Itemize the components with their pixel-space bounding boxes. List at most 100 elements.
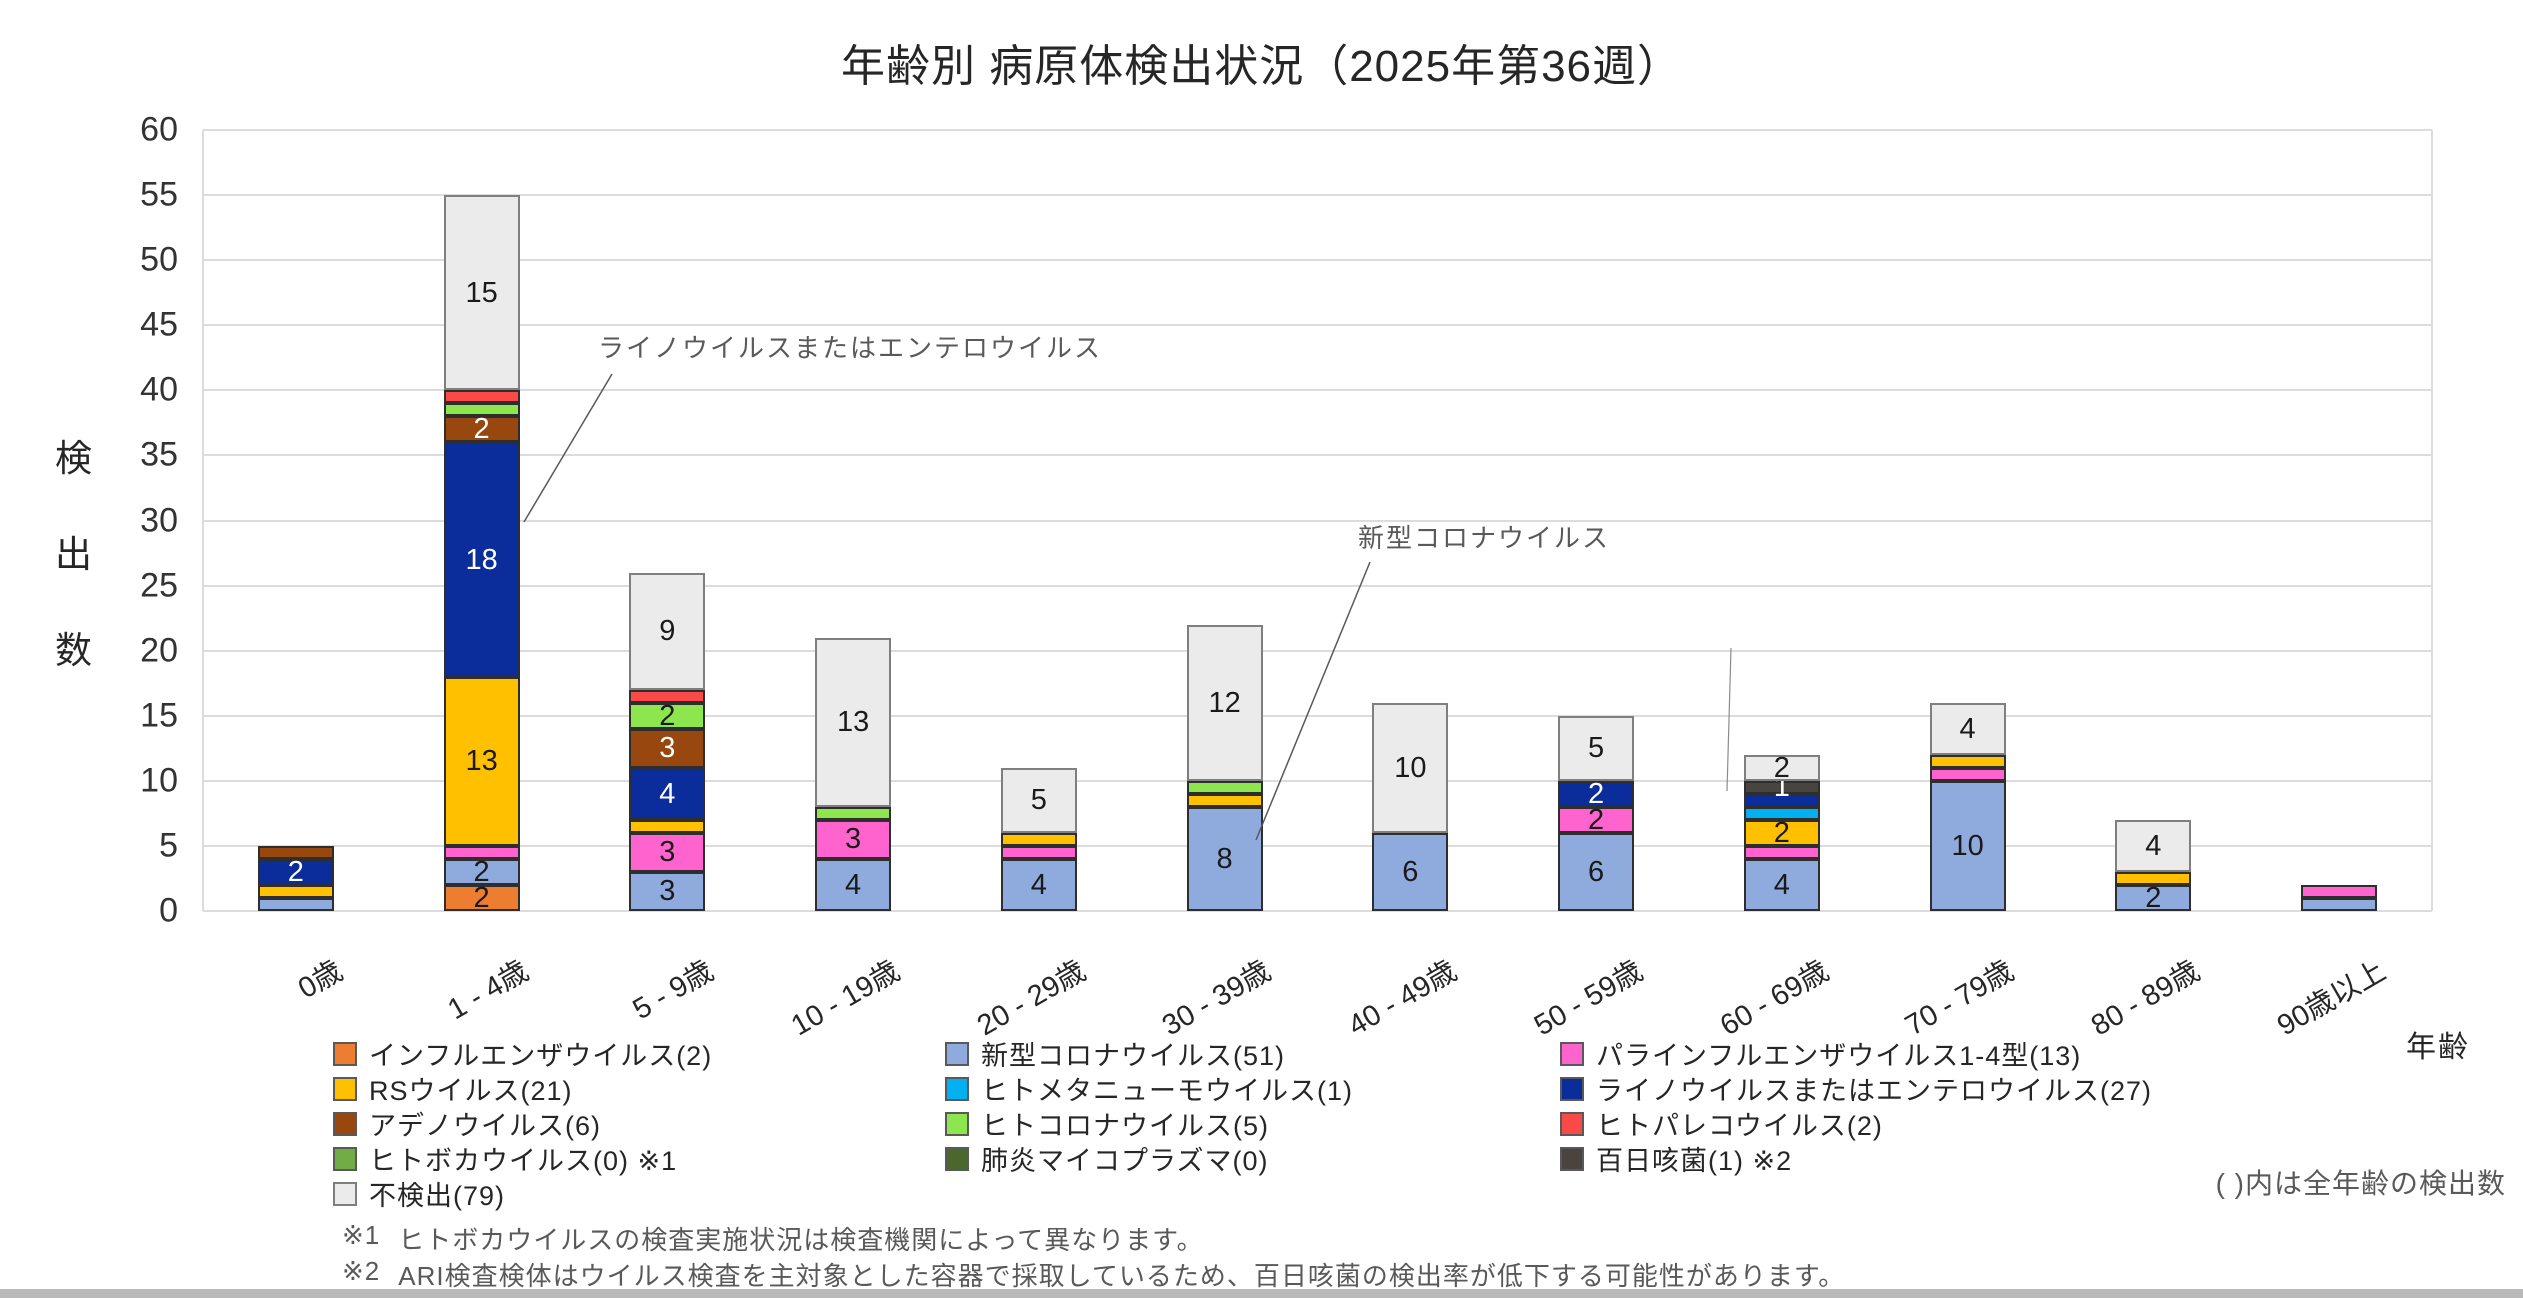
y-tick-label: 0 xyxy=(159,891,178,930)
bar-segment-hcov xyxy=(443,403,520,417)
x-tick-label-0: 0歳 xyxy=(292,954,348,1006)
bar-segment-rs xyxy=(1186,793,1263,807)
bar-segment-rs xyxy=(1000,832,1077,846)
legend-swatch-mycoplasma xyxy=(945,1146,969,1171)
bar-segment-rs xyxy=(629,819,706,833)
legend-item-label: ヒトコロナウイルス(5) xyxy=(981,1111,1269,1141)
bar-segment-parainfluenza xyxy=(1000,845,1077,859)
x-tick-label-8: 60 - 69歳 xyxy=(1714,954,1834,1043)
gridline-horizontal xyxy=(203,324,2432,327)
footnote-2-marker: ※2 xyxy=(342,1256,381,1286)
legend-item-mycoplasma: 肺炎マイコプラズマ(0) xyxy=(945,1141,1353,1176)
bar-segment-undetected: 5 xyxy=(1558,715,1635,781)
legend-item-label: インフルエンザウイルス(2) xyxy=(369,1041,713,1071)
y-tick-label: 50 xyxy=(140,240,178,279)
bar-segment-parainfluenza: 2 xyxy=(1558,805,1635,834)
y-axis-title-char: 検 xyxy=(55,438,92,479)
bar-segment-influenza: 2 xyxy=(443,883,520,912)
legend-item-label: 百日咳菌(1) ※2 xyxy=(1596,1146,1793,1176)
bar-segment-adeno: 2 xyxy=(443,415,520,444)
legend-swatch-parecho xyxy=(1560,1111,1584,1136)
bar-segment-adeno: 3 xyxy=(629,728,706,768)
x-tick-label-5: 30 - 39歳 xyxy=(1157,954,1277,1043)
gridline-horizontal xyxy=(203,584,2432,587)
legend-item-parecho: ヒトパレコウイルス(2) xyxy=(1560,1106,2152,1141)
bar-segment-undetected: 12 xyxy=(1186,624,1263,781)
leader-line-rhino xyxy=(523,373,613,523)
legend-item-label: ヒトメタニューモウイルス(1) xyxy=(981,1076,1353,1106)
bar-segment-rs: 13 xyxy=(443,676,520,846)
y-tick-label: 60 xyxy=(140,110,178,149)
legend-swatch-rhino xyxy=(1560,1076,1584,1101)
bar-segment-covid: 6 xyxy=(1558,832,1635,911)
x-tick-label-3: 10 - 19歳 xyxy=(785,954,906,1043)
legend-item-label: ヒトボカウイルス(0) ※1 xyxy=(369,1146,678,1176)
bar-segment-undetected: 2 xyxy=(1743,753,1820,782)
legend-item-undetected: 不検出(79) xyxy=(333,1176,712,1211)
legend-swatch-undetected xyxy=(333,1181,357,1206)
x-tick-label-9: 70 - 79歳 xyxy=(1900,954,2020,1043)
y-tick-label: 40 xyxy=(140,370,178,409)
footnote-1-marker: ※1 xyxy=(342,1220,381,1250)
legend-swatch-hcov xyxy=(945,1111,969,1136)
legend-column-3: パラインフルエンザウイルス1-4型(13) ライノウイルスまたはエンテロウイルス(… xyxy=(1560,1036,2152,1176)
footnote-1-text: ヒトボカウイルスの検査実施状況は検査機関によって異なります。 xyxy=(398,1225,1204,1255)
y-axis-title-char: 出 xyxy=(55,534,92,575)
legend-column-1: インフルエンザウイルス(2) RSウイルス(21) アデノウイルス(6) ヒトボカウイ… xyxy=(333,1036,712,1211)
y-tick-label: 5 xyxy=(159,826,178,865)
bar-segment-parainfluenza xyxy=(443,845,520,859)
bar-segment-parainfluenza xyxy=(1743,845,1820,859)
bar-segment-covid: 4 xyxy=(1743,858,1820,911)
x-tick-label-7: 50 - 59歳 xyxy=(1528,954,1649,1043)
bar-segment-covid: 4 xyxy=(1000,858,1077,911)
bar-segment-hcov xyxy=(815,806,892,820)
chart-title: 年齢別 病原体検出状況（2025年第36週） xyxy=(840,42,1683,91)
bar-segment-undetected: 15 xyxy=(443,195,520,391)
bar-segment-parainfluenza: 3 xyxy=(629,832,706,872)
annotation-rhino-entero: ライノウイルスまたはエンテロウイルス xyxy=(598,333,1103,363)
legend-swatch-covid xyxy=(945,1041,969,1066)
y-axis-title-char: 数 xyxy=(55,630,92,671)
legend-item-rhino: ライノウイルスまたはエンテロウイルス(27) xyxy=(1560,1071,2152,1106)
bar-segment-parecho xyxy=(443,390,520,404)
y-tick-label: 10 xyxy=(140,761,178,800)
gridline-horizontal xyxy=(203,519,2432,522)
gridline-vertical xyxy=(202,130,204,911)
bar-segment-rs xyxy=(2115,871,2192,885)
bar-segment-rhino xyxy=(1743,793,1820,807)
gridline-horizontal xyxy=(203,259,2432,262)
legend-swatch-pertussis xyxy=(1560,1146,1584,1171)
x-tick-label-6: 40 - 49歳 xyxy=(1343,954,1463,1043)
gridline-horizontal xyxy=(203,910,2432,912)
bar-segment-covid xyxy=(2301,897,2378,911)
footnote-2-text: ARI検査検体はウイルス検査を主対象とした容器で採取しているため、百日咳菌の検出… xyxy=(398,1261,1846,1291)
bar-segment-undetected: 4 xyxy=(1929,702,2006,755)
stray-thin-line xyxy=(1726,647,1732,792)
bar-segment-undetected: 5 xyxy=(1000,767,1077,833)
legend-item-label: ヒトパレコウイルス(2) xyxy=(1596,1111,1883,1141)
legend-item-label: 新型コロナウイルス(51) xyxy=(981,1041,1286,1071)
annotation-covid: 新型コロナウイルス xyxy=(1358,523,1611,553)
legend-item-adeno: アデノウイルス(6) xyxy=(333,1106,712,1141)
x-axis-title: 年齢 xyxy=(2406,1031,2470,1064)
x-tick-label-10: 80 - 89歳 xyxy=(2086,954,2206,1043)
bar-segment-covid: 4 xyxy=(815,858,892,911)
legend-column-2: 新型コロナウイルス(51) ヒトメタニューモウイルス(1) ヒトコロナウイルス(5)… xyxy=(945,1036,1353,1176)
gridline-horizontal xyxy=(203,844,2432,847)
legend-swatch-adeno xyxy=(333,1111,357,1136)
gridline-horizontal xyxy=(203,779,2432,782)
x-tick-label-2: 5 - 9歳 xyxy=(628,954,720,1027)
bar-segment-rhino: 2 xyxy=(1558,779,1635,808)
bar-segment-rhino: 2 xyxy=(257,857,334,886)
gridline-horizontal xyxy=(203,129,2432,131)
legend-item-metapneumo: ヒトメタニューモウイルス(1) xyxy=(945,1071,1353,1106)
y-tick-label: 55 xyxy=(140,175,178,214)
y-tick-label: 45 xyxy=(140,305,178,344)
legend-item-covid: 新型コロナウイルス(51) xyxy=(945,1036,1353,1071)
legend-item-rs: RSウイルス(21) xyxy=(333,1071,712,1106)
legend-item-label: RSウイルス(21) xyxy=(369,1076,573,1106)
legend-item-label: 不検出(79) xyxy=(369,1181,506,1211)
x-tick-label-1: 1 - 4歳 xyxy=(442,954,534,1027)
y-tick-label: 20 xyxy=(140,631,178,670)
x-tick-label-11: 90歳以上 xyxy=(2271,954,2392,1043)
